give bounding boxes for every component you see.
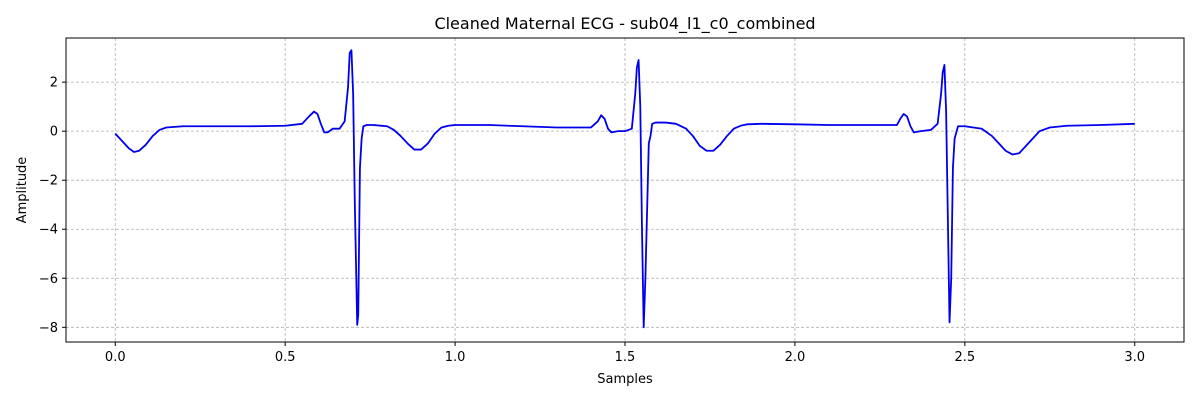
x-ticks: 0.0 0.5 1.0 1.5 2.0 2.5 3.0 [105, 342, 1145, 365]
y-axis-label: Amplitude [15, 157, 30, 224]
chart-title: Cleaned Maternal ECG - sub04_l1_c0_combi… [434, 14, 815, 34]
y-ticks: −8 −6 −4 −2 0 2 [39, 76, 66, 336]
grid-layer [66, 38, 1184, 342]
x-tick-label: 2.0 [785, 350, 806, 365]
x-tick-label: 1.0 [445, 350, 466, 365]
y-tick-label: −2 [39, 174, 58, 189]
x-tick-label: 3.0 [1124, 350, 1145, 365]
y-tick-label: 2 [50, 76, 58, 91]
plot-frame [65, 37, 1185, 343]
y-tick-label: −6 [39, 272, 58, 287]
x-tick-label: 0.5 [275, 350, 296, 365]
x-tick-label: 0.0 [105, 350, 126, 365]
x-tick-label: 2.5 [954, 350, 975, 365]
y-tick-label: −8 [39, 321, 58, 336]
x-axis-label: Samples [597, 372, 653, 387]
y-tick-label: 0 [50, 125, 58, 140]
x-tick-label: 1.5 [615, 350, 636, 365]
y-tick-label: −4 [39, 223, 58, 238]
ecg-series-line [114, 49, 1135, 329]
